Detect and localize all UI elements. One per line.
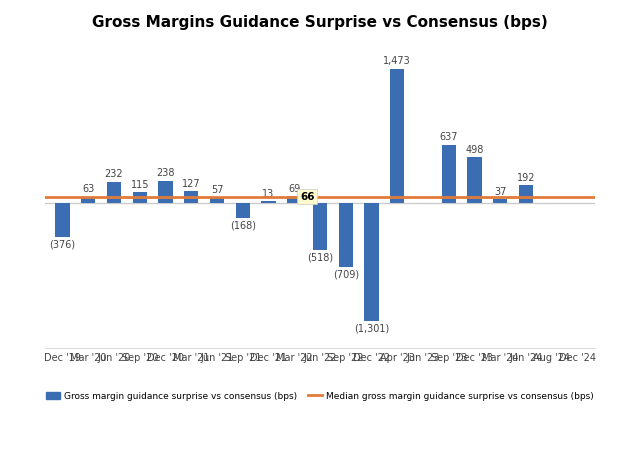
Text: 13: 13 (262, 189, 275, 199)
Text: (1,301): (1,301) (354, 323, 389, 334)
Text: 66: 66 (300, 192, 314, 202)
Text: 69: 69 (288, 184, 300, 194)
Bar (236, 203, 250, 218)
Bar (442, 145, 456, 203)
Bar (132, 192, 147, 203)
Bar (313, 203, 327, 250)
Text: 115: 115 (131, 180, 149, 190)
Text: 232: 232 (105, 169, 124, 179)
Bar (184, 191, 198, 203)
Text: (376): (376) (49, 239, 76, 249)
Text: 498: 498 (465, 145, 484, 155)
Text: 57: 57 (211, 185, 223, 195)
Bar (493, 199, 508, 203)
Bar (364, 203, 379, 321)
Text: 127: 127 (182, 179, 200, 188)
Bar (261, 201, 276, 203)
Text: 637: 637 (440, 132, 458, 142)
Text: (168): (168) (230, 220, 256, 231)
Text: 192: 192 (516, 173, 535, 182)
Bar (81, 197, 95, 203)
Bar (56, 203, 70, 237)
Text: 238: 238 (156, 169, 175, 178)
Text: 37: 37 (494, 187, 506, 197)
Bar (210, 197, 224, 203)
Bar (467, 158, 481, 203)
Text: 63: 63 (82, 184, 95, 195)
Title: Gross Margins Guidance Surprise vs Consensus (bps): Gross Margins Guidance Surprise vs Conse… (92, 15, 548, 30)
Bar (287, 196, 301, 203)
Bar (519, 185, 533, 203)
Bar (390, 69, 404, 203)
Bar (107, 182, 121, 203)
Text: (518): (518) (307, 252, 333, 262)
Text: 1,473: 1,473 (383, 56, 411, 66)
Bar (339, 203, 353, 267)
Bar (159, 181, 173, 203)
Text: (709): (709) (333, 270, 359, 280)
Legend: Gross margin guidance surprise vs consensus (bps), Median gross margin guidance : Gross margin guidance surprise vs consen… (42, 388, 598, 404)
